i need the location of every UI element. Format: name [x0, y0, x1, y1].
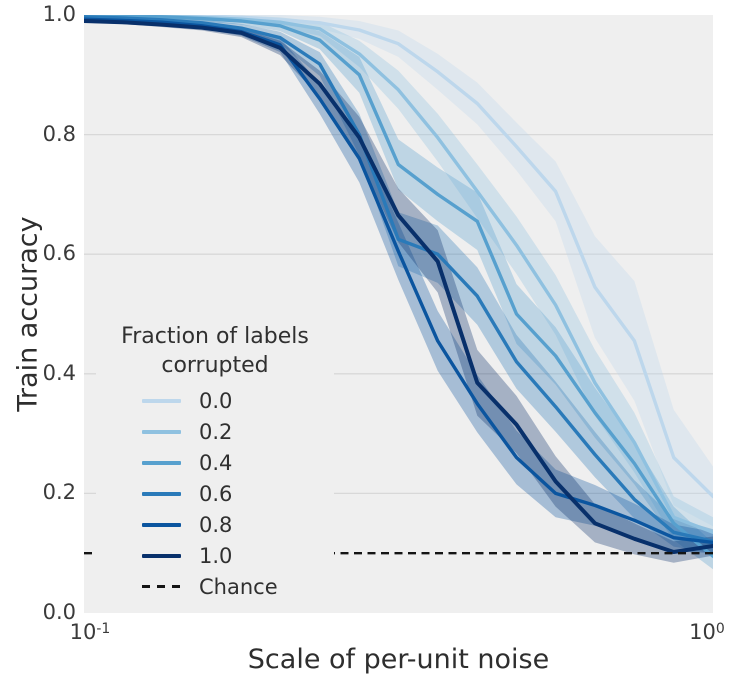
- x-axis-label: Scale of per-unit noise: [247, 644, 550, 675]
- y-tick-0.0: 0.0: [42, 600, 76, 625]
- legend-item-0.8: 0.8: [96, 509, 334, 540]
- legend-label: 0.0: [199, 388, 233, 413]
- y-axis-label: Train accuracy: [12, 216, 44, 412]
- series-layer: [84, 15, 713, 570]
- legend-label: 0.4: [199, 450, 233, 475]
- y-tick-0.6: 0.6: [42, 241, 76, 266]
- legend-item-0.6: 0.6: [96, 478, 334, 509]
- legend-item-chance: Chance: [96, 571, 334, 602]
- legend-title: Fraction of labels corrupted: [96, 320, 334, 380]
- y-tick-0.4: 0.4: [42, 361, 76, 386]
- legend-dashed-swatch-chance: [142, 585, 181, 589]
- y-tick-0.8: 0.8: [42, 122, 76, 147]
- legend-item-0.2: 0.2: [96, 416, 334, 447]
- legend-item-0.4: 0.4: [96, 447, 334, 478]
- legend-line-swatch-0.6: [142, 491, 181, 496]
- x-tick-10e-1: 10-1: [69, 620, 111, 644]
- series-band-0.2: [84, 15, 713, 548]
- legend-item-0.0: 0.0: [96, 385, 334, 416]
- x-tick-10e0: 100: [689, 620, 725, 644]
- legend-label: 0.8: [199, 512, 233, 537]
- series-band-0.6: [84, 15, 713, 554]
- series-line-1.0: [84, 19, 713, 554]
- legend-line-swatch-0.4: [142, 460, 181, 465]
- legend-label: 0.6: [199, 481, 233, 506]
- legend-line-swatch-1.0: [142, 553, 181, 558]
- legend-line-swatch-0.8: [142, 522, 181, 527]
- legend-item-1.0: 1.0: [96, 540, 334, 571]
- y-tick-0.2: 0.2: [42, 480, 76, 505]
- y-tick-1.0: 1.0: [42, 2, 76, 27]
- legend-title-line2: corrupted: [161, 353, 269, 379]
- legend-line-swatch-0.0: [142, 398, 181, 403]
- legend-label: 1.0: [199, 543, 233, 568]
- legend-label: Chance: [199, 574, 278, 599]
- legend-title-line1: Fraction of labels: [121, 324, 309, 349]
- legend: Fraction of labels corrupted 0.0 0.2 0.4…: [96, 320, 334, 604]
- legend-label: 0.2: [199, 419, 233, 444]
- series-line-0.4: [84, 15, 713, 558]
- series-line-0.6: [84, 15, 713, 543]
- legend-line-swatch-0.2: [142, 429, 181, 434]
